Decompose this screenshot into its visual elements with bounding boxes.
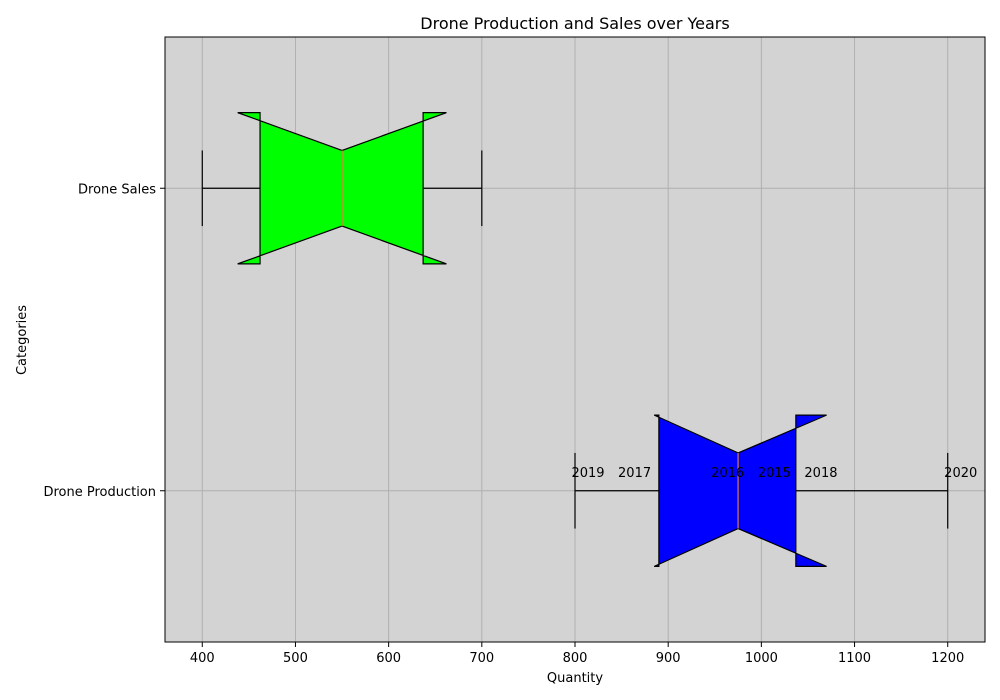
x-tick-label: 1000 (745, 651, 778, 666)
x-tick-label: 400 (190, 651, 215, 666)
x-tick-label: 1200 (931, 651, 964, 666)
x-tick-label: 600 (376, 651, 401, 666)
x-axis: 400 500 600 700 800 900 1000 1100 1200 (190, 642, 964, 666)
x-tick-label: 800 (563, 651, 588, 666)
x-axis-title: Quantity (547, 671, 603, 686)
year-annotation: 2016 (711, 466, 744, 481)
boxes-layer: 2019 2017 2016 2015 2018 2020 (201, 112, 977, 567)
x-tick-label: 500 (283, 651, 308, 666)
year-annotation: 2018 (804, 466, 837, 481)
y-axis: Drone Production Drone Sales (43, 182, 165, 500)
x-tick-label: 900 (656, 651, 681, 666)
x-tick-label: 700 (469, 651, 494, 666)
chart-title: Drone Production and Sales over Years (420, 14, 729, 33)
year-annotation: 2017 (618, 466, 651, 481)
box-drone-production: 2019 2017 2016 2015 2018 2020 (571, 414, 977, 567)
year-annotation: 2020 (944, 466, 977, 481)
notched-box (653, 414, 827, 567)
box-drone-sales (201, 112, 483, 265)
y-tick-label: Drone Sales (78, 182, 156, 197)
year-annotation: 2019 (571, 466, 604, 481)
y-axis-title: Categories (15, 305, 30, 375)
year-annotation: 2015 (758, 466, 791, 481)
y-tick-label: Drone Production (43, 485, 156, 500)
x-tick-label: 1100 (838, 651, 871, 666)
